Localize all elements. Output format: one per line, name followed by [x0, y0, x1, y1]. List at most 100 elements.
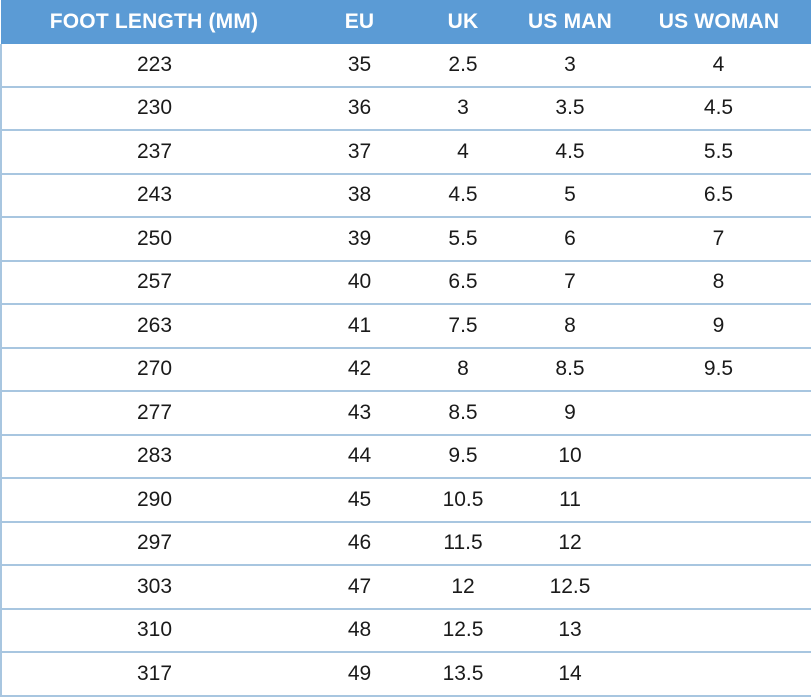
- cell-uk: 12: [412, 564, 514, 609]
- cell-us_man: 13: [514, 607, 626, 652]
- cell-us_woman: 7: [626, 216, 811, 261]
- cell-eu: 41: [307, 303, 412, 348]
- cell-foot_length_mm: 263: [0, 303, 307, 348]
- cell-us_woman: [626, 477, 811, 522]
- table-row: 297 46 11.5 12: [0, 520, 811, 565]
- cell-foot_length_mm: 237: [0, 129, 307, 174]
- table-row: 303 47 12 12.5: [0, 564, 811, 609]
- cell-us_man: 6: [514, 216, 626, 261]
- cell-us_woman: 9.5: [626, 346, 811, 391]
- cell-eu: 46: [307, 520, 412, 565]
- cell-us_man: 12: [514, 520, 626, 565]
- cell-foot_length_mm: 290: [0, 477, 307, 522]
- cell-foot_length_mm: 297: [0, 520, 307, 565]
- cell-us_man: 7: [514, 259, 626, 304]
- cell-eu: 42: [307, 346, 412, 391]
- column-header-us-woman: US WOMAN: [626, 0, 811, 44]
- cell-foot_length_mm: 230: [0, 85, 307, 130]
- cell-us_woman: 6.5: [626, 172, 811, 217]
- cell-eu: 47: [307, 564, 412, 609]
- cell-us_man: 12.5: [514, 564, 626, 609]
- cell-uk: 11.5: [412, 520, 514, 565]
- table-row: 277 43 8.5 9: [0, 390, 811, 435]
- table-row: 257 40 6.5 7 8: [0, 259, 811, 304]
- cell-us_woman: 5.5: [626, 129, 811, 174]
- cell-uk: 6.5: [412, 259, 514, 304]
- cell-foot_length_mm: 257: [0, 259, 307, 304]
- cell-foot_length_mm: 317: [0, 651, 307, 697]
- table-row: 230 36 3 3.5 4.5: [0, 85, 811, 130]
- cell-uk: 2.5: [412, 44, 514, 87]
- cell-foot_length_mm: 270: [0, 346, 307, 391]
- column-header-eu: EU: [307, 0, 412, 44]
- cell-uk: 5.5: [412, 216, 514, 261]
- cell-us_woman: [626, 607, 811, 652]
- cell-us_man: 14: [514, 651, 626, 697]
- cell-us_man: 3.5: [514, 85, 626, 130]
- cell-foot_length_mm: 283: [0, 433, 307, 478]
- cell-us_woman: [626, 520, 811, 565]
- cell-uk: 8: [412, 346, 514, 391]
- cell-uk: 13.5: [412, 651, 514, 697]
- table-row: 310 48 12.5 13: [0, 607, 811, 652]
- table-row: 270 42 8 8.5 9.5: [0, 346, 811, 391]
- cell-foot_length_mm: 310: [0, 607, 307, 652]
- cell-eu: 36: [307, 85, 412, 130]
- cell-us_man: 11: [514, 477, 626, 522]
- cell-foot_length_mm: 277: [0, 390, 307, 435]
- table-row: 223 35 2.5 3 4: [0, 44, 811, 87]
- cell-eu: 35: [307, 44, 412, 87]
- table-row: 290 45 10.5 11: [0, 477, 811, 522]
- cell-foot_length_mm: 243: [0, 172, 307, 217]
- cell-foot_length_mm: 303: [0, 564, 307, 609]
- cell-uk: 4.5: [412, 172, 514, 217]
- cell-foot_length_mm: 223: [0, 44, 307, 87]
- table-row: 317 49 13.5 14: [0, 651, 811, 697]
- cell-eu: 37: [307, 129, 412, 174]
- cell-us_woman: 4: [626, 44, 811, 87]
- cell-us_woman: 9: [626, 303, 811, 348]
- cell-us_man: 8.5: [514, 346, 626, 391]
- table-row: 243 38 4.5 5 6.5: [0, 172, 811, 217]
- cell-us_woman: 8: [626, 259, 811, 304]
- cell-uk: 7.5: [412, 303, 514, 348]
- cell-eu: 49: [307, 651, 412, 697]
- cell-eu: 39: [307, 216, 412, 261]
- cell-uk: 3: [412, 85, 514, 130]
- table-row: 250 39 5.5 6 7: [0, 216, 811, 261]
- cell-us_woman: [626, 390, 811, 435]
- cell-eu: 40: [307, 259, 412, 304]
- table-row: 263 41 7.5 8 9: [0, 303, 811, 348]
- column-header-us-man: US MAN: [514, 0, 626, 44]
- cell-uk: 9.5: [412, 433, 514, 478]
- cell-foot_length_mm: 250: [0, 216, 307, 261]
- cell-eu: 38: [307, 172, 412, 217]
- cell-uk: 10.5: [412, 477, 514, 522]
- table-row: 283 44 9.5 10: [0, 433, 811, 478]
- cell-us_woman: [626, 433, 811, 478]
- cell-us_woman: [626, 564, 811, 609]
- cell-eu: 43: [307, 390, 412, 435]
- cell-us_man: 10: [514, 433, 626, 478]
- table-header: FOOT LENGTH (MM) EU UK US MAN US WOMAN: [1, 0, 811, 44]
- cell-us_man: 8: [514, 303, 626, 348]
- cell-us_man: 5: [514, 172, 626, 217]
- table-row: 237 37 4 4.5 5.5: [0, 129, 811, 174]
- cell-eu: 48: [307, 607, 412, 652]
- cell-us_man: 3: [514, 44, 626, 87]
- column-header-foot-length: FOOT LENGTH (MM): [1, 0, 307, 44]
- cell-us_woman: [626, 651, 811, 697]
- table-body: 223 35 2.5 3 4 230 36 3 3.5 4.5 237 37 4 4.5 5.5 243 38 4…: [0, 44, 811, 697]
- cell-us_woman: 4.5: [626, 85, 811, 130]
- cell-us_man: 9: [514, 390, 626, 435]
- cell-uk: 12.5: [412, 607, 514, 652]
- header-row: FOOT LENGTH (MM) EU UK US MAN US WOMAN: [1, 0, 811, 44]
- cell-uk: 4: [412, 129, 514, 174]
- cell-eu: 45: [307, 477, 412, 522]
- cell-uk: 8.5: [412, 390, 514, 435]
- column-header-uk: UK: [412, 0, 514, 44]
- cell-us_man: 4.5: [514, 129, 626, 174]
- cell-eu: 44: [307, 433, 412, 478]
